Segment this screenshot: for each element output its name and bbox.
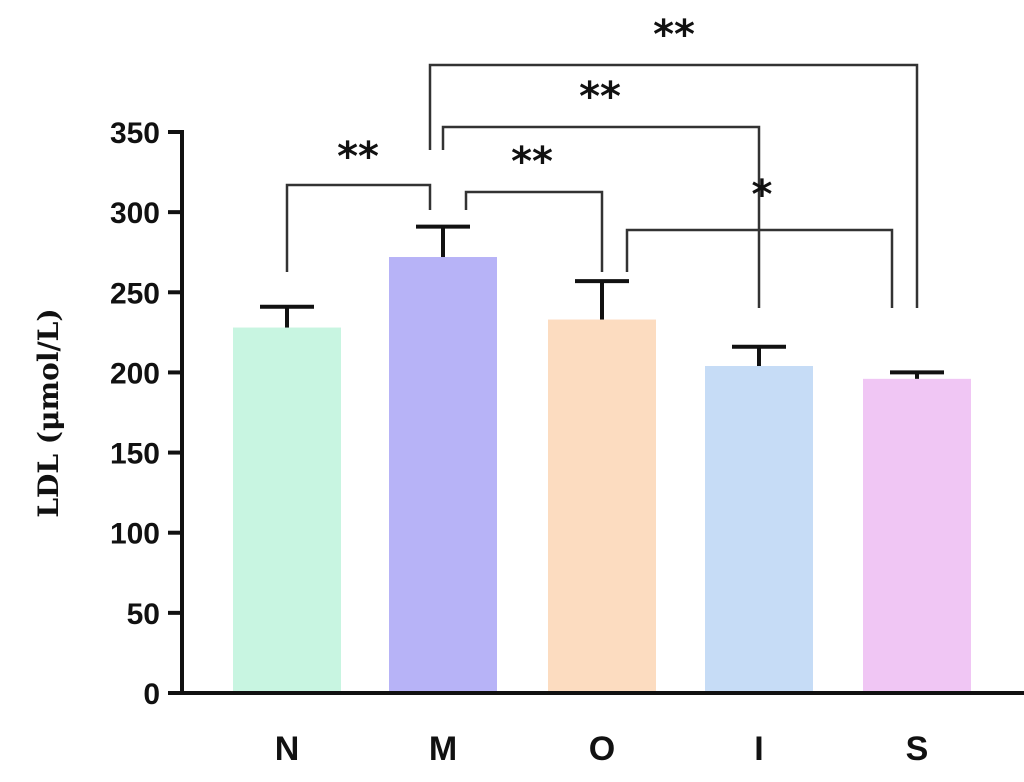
significance-label-m-s: **: [653, 12, 695, 58]
y-tick-label: 50: [127, 598, 160, 631]
bar-s: [863, 378, 971, 693]
bar-m: [389, 257, 497, 693]
bar-n: [233, 327, 341, 693]
category-label-m: M: [429, 730, 457, 768]
significance-bracket-m-i: [441, 125, 761, 308]
y-tick-label: 0: [143, 678, 160, 711]
y-tick-label: 100: [110, 518, 160, 551]
y-tick-label: 300: [110, 197, 160, 230]
significance-label-n-m: **: [337, 134, 379, 180]
bar-i: [705, 366, 813, 693]
significance-label-o-s: *: [752, 172, 773, 218]
category-label-i: I: [754, 730, 763, 768]
y-axis-label: LDL (μmol/L): [32, 308, 65, 517]
y-tick-label: 200: [110, 357, 160, 390]
significance-bracket-m-o: [464, 190, 604, 272]
y-tick-label: 350: [110, 117, 160, 150]
y-tick-label: 250: [110, 277, 160, 310]
category-label-s: S: [906, 730, 929, 768]
significance-bracket-o-s: [625, 228, 894, 308]
bar-o: [548, 319, 656, 693]
category-label-o: O: [589, 730, 615, 768]
category-label-n: N: [275, 730, 300, 768]
significance-label-m-i: **: [579, 74, 621, 120]
significance-bracket-n-m: [285, 183, 432, 272]
significance-label-m-o: **: [511, 139, 553, 185]
y-tick-label: 150: [110, 438, 160, 471]
significance-bracket-m-s: [428, 63, 919, 308]
